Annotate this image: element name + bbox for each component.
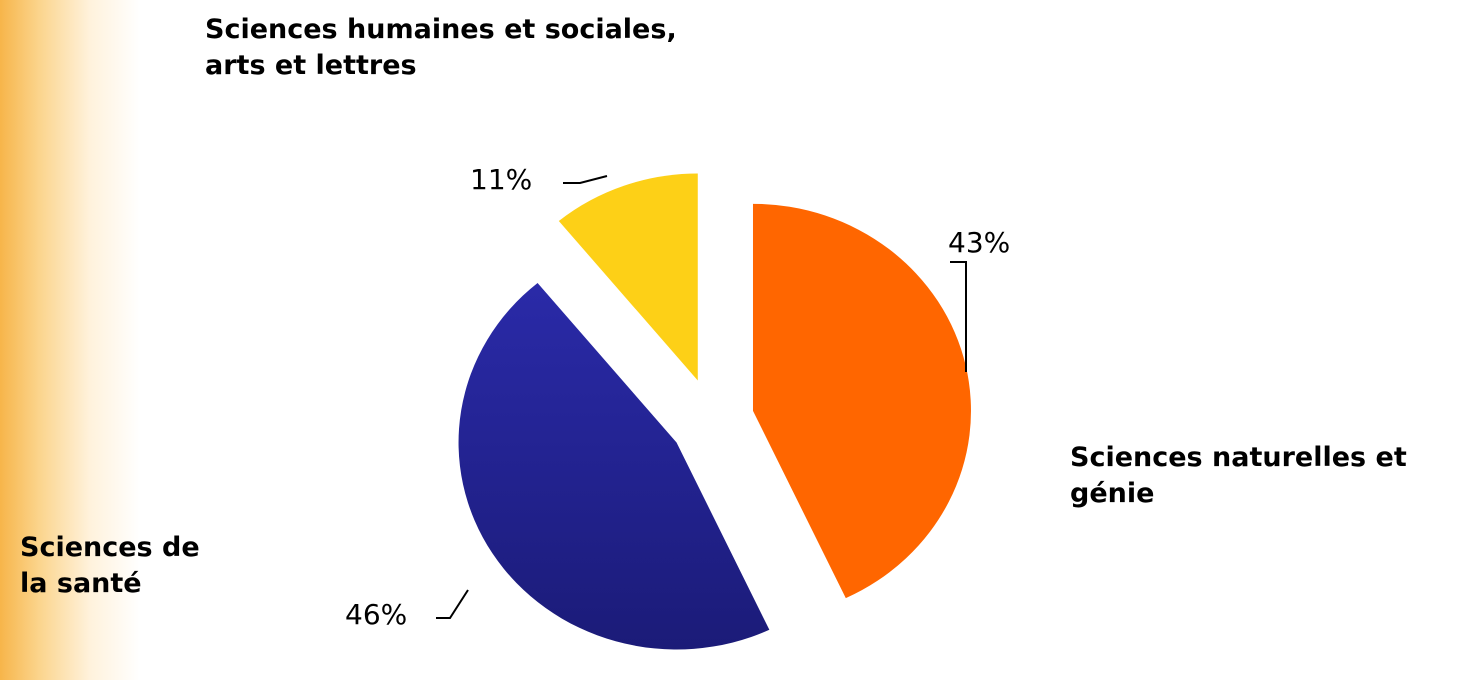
leader-line (950, 261, 967, 372)
slices (458, 173, 971, 650)
pie-slice (558, 173, 698, 381)
leader-line (563, 175, 608, 184)
pie-slice (752, 203, 971, 599)
value-label: 43% (948, 226, 1011, 259)
category-label: Sciences naturelles et génie (1070, 442, 1407, 509)
pie-slice (458, 283, 770, 650)
value-label: 46% (345, 598, 408, 631)
value-label: 11% (470, 163, 533, 196)
leader-line (436, 589, 469, 619)
category-label: Sciences de la santé (20, 532, 200, 599)
category-label: Sciences humaines et sociales, arts et l… (205, 14, 677, 81)
